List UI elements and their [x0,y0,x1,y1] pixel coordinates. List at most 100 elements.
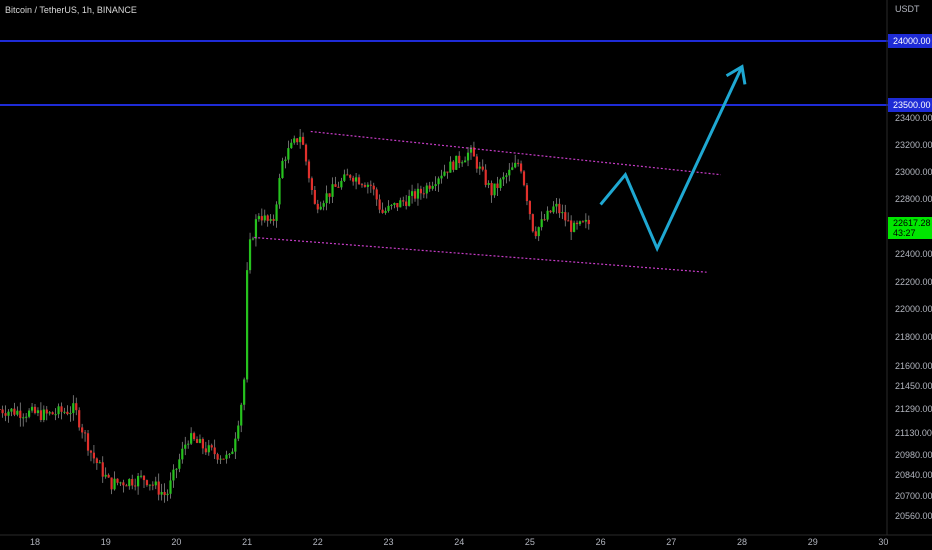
candle [475,153,478,173]
candle [431,181,434,191]
candle [63,407,66,415]
candle [399,197,402,208]
candle [458,151,461,169]
candle [296,137,299,146]
svg-text:23500.00: 23500.00 [893,100,931,110]
y-tick-label: 20980.00 [895,450,932,460]
candle [325,185,328,211]
candle [213,439,216,460]
candle [178,453,181,473]
x-tick-label: 18 [30,537,40,547]
candle [219,455,222,464]
candle [384,207,387,215]
candle [113,471,116,491]
candle [28,408,31,419]
candles [0,128,590,503]
candle [366,182,369,194]
x-tick-label: 28 [737,537,747,547]
candle [390,204,393,210]
candle [517,159,520,167]
candle [307,159,311,183]
candle [446,171,449,179]
candle [30,402,34,413]
candle [490,180,493,203]
channel-line-upper[interactable] [310,130,721,176]
candle [543,214,546,221]
candle [266,214,269,227]
candle [469,144,473,160]
candle [466,146,470,167]
candle [60,402,63,420]
candle [148,484,151,491]
price-axis[interactable]: 23400.00 23200.00 23000.00 22800.00 22400.00… [895,113,932,521]
candle [7,409,10,423]
candle [142,475,146,489]
candle [484,164,487,188]
candle [508,163,511,182]
candle [328,193,331,204]
candle [343,169,346,183]
candle [281,157,284,179]
candle [349,174,352,181]
candle [381,202,384,214]
candle [405,195,408,210]
candle [101,456,104,483]
forecast-path[interactable] [599,65,744,253]
candle [246,262,249,383]
y-tick-label: 20700.00 [895,491,932,501]
candle [243,377,246,411]
x-tick-label: 22 [313,537,323,547]
candle [19,402,22,427]
candle [166,489,169,502]
y-tick-label: 21290.00 [895,404,932,414]
candle [564,204,567,227]
candle [104,467,107,479]
candle [4,405,7,422]
candle [455,155,458,171]
x-tick-label: 20 [171,537,181,547]
candle [51,411,54,415]
candle [275,201,278,228]
candle [419,185,423,200]
candle [567,212,570,222]
candle [272,214,275,226]
candle [222,458,225,460]
candle [134,478,137,491]
candle [72,395,75,421]
candle [145,479,149,487]
candle [493,183,496,198]
candle [502,172,505,186]
time-axis[interactable]: 18 19 20 21 22 23 24 25 26 27 28 29 30 [30,537,888,547]
candle [210,443,213,451]
candle [402,196,405,207]
candle [546,206,549,222]
candle [393,202,396,209]
candle [251,236,255,241]
chart-title: Bitcoin / TetherUS, 1h, BINANCE [5,5,137,15]
candle [157,473,160,501]
candle [449,156,452,173]
candle [555,197,558,214]
svg-text:43:27: 43:27 [893,228,916,238]
candle [254,214,258,247]
candle [198,434,202,444]
candle [561,204,564,220]
candle [195,436,199,444]
candle [169,472,172,499]
candle [154,476,157,490]
candle [572,220,576,233]
candle [107,473,110,478]
candle [304,143,308,166]
candle [125,483,128,487]
candle [137,473,140,495]
y-tick-label: 22400.00 [895,249,932,259]
candle [552,201,555,214]
candle [528,200,531,220]
candle [534,226,537,239]
candle [357,174,361,185]
candle [69,406,72,422]
candle [487,180,490,189]
candle [558,198,561,218]
